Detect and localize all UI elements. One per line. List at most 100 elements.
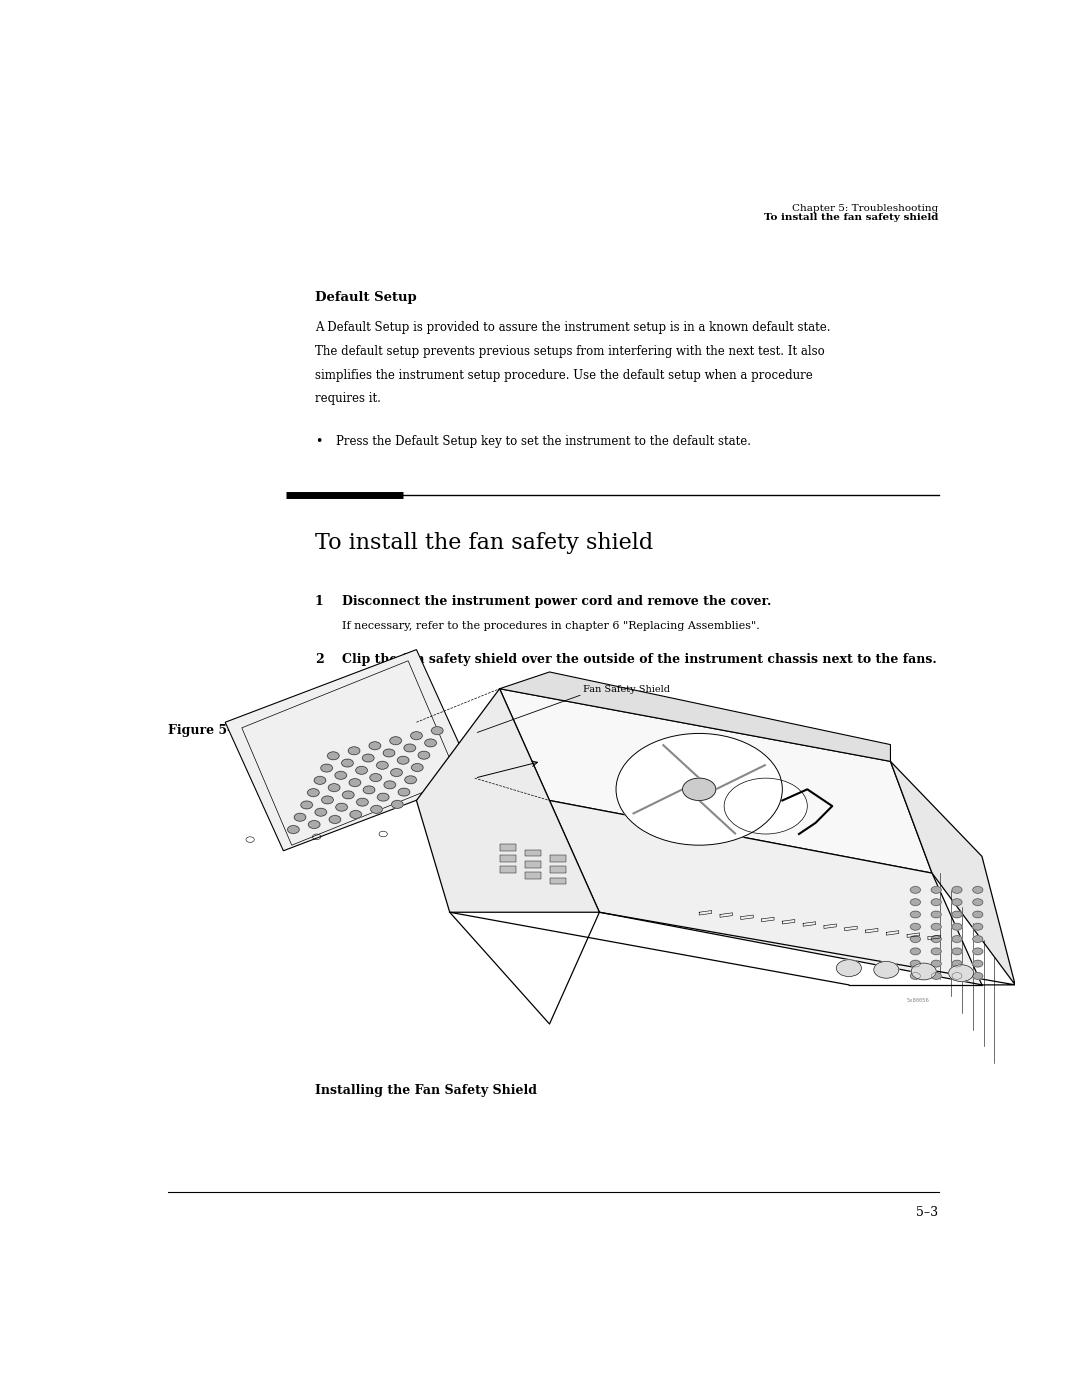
Polygon shape: [417, 689, 599, 912]
Circle shape: [973, 960, 983, 967]
Text: •: •: [315, 436, 322, 448]
Circle shape: [724, 778, 808, 834]
Text: simplifies the instrument setup procedure. Use the default setup when a procedur: simplifies the instrument setup procedur…: [315, 369, 813, 381]
Circle shape: [350, 810, 362, 819]
Circle shape: [951, 923, 962, 930]
Polygon shape: [226, 650, 475, 851]
Circle shape: [404, 745, 416, 752]
Circle shape: [377, 793, 389, 800]
Circle shape: [948, 965, 974, 982]
Circle shape: [951, 936, 962, 943]
Circle shape: [931, 972, 941, 979]
Circle shape: [363, 787, 375, 793]
Polygon shape: [500, 689, 932, 873]
Bar: [525, 861, 541, 868]
Circle shape: [912, 963, 936, 979]
Polygon shape: [500, 672, 890, 761]
Circle shape: [973, 949, 983, 954]
Circle shape: [910, 898, 920, 905]
Text: To install the fan safety shield: To install the fan safety shield: [765, 212, 939, 222]
Circle shape: [321, 764, 333, 773]
Circle shape: [836, 960, 862, 977]
Circle shape: [329, 816, 341, 823]
Text: 1: 1: [315, 595, 324, 608]
Circle shape: [391, 768, 403, 777]
Circle shape: [951, 898, 962, 905]
Text: Figure 5-1: Figure 5-1: [168, 724, 242, 736]
Circle shape: [327, 752, 339, 760]
Circle shape: [390, 736, 402, 745]
Circle shape: [973, 923, 983, 930]
Circle shape: [341, 759, 353, 767]
Circle shape: [377, 761, 388, 770]
Text: 2: 2: [315, 652, 324, 666]
Circle shape: [322, 796, 334, 803]
Circle shape: [315, 809, 326, 816]
Circle shape: [931, 949, 941, 954]
Text: Press the Default Setup key to set the instrument to the default state.: Press the Default Setup key to set the i…: [336, 436, 751, 448]
Text: To install the fan safety shield: To install the fan safety shield: [315, 532, 653, 555]
Bar: [550, 855, 566, 862]
Circle shape: [301, 800, 312, 809]
Circle shape: [931, 887, 941, 893]
Circle shape: [314, 777, 326, 784]
Circle shape: [931, 936, 941, 943]
Circle shape: [308, 789, 320, 796]
Text: Fan Safety Shield: Fan Safety Shield: [583, 686, 670, 694]
Circle shape: [951, 949, 962, 954]
Circle shape: [411, 764, 423, 771]
Text: Chapter 5: Troubleshooting: Chapter 5: Troubleshooting: [793, 204, 939, 214]
Circle shape: [287, 826, 299, 834]
Circle shape: [356, 798, 368, 806]
Circle shape: [369, 774, 381, 781]
Bar: [525, 849, 541, 856]
Circle shape: [910, 960, 920, 967]
Circle shape: [349, 778, 361, 787]
Circle shape: [910, 923, 920, 930]
Text: Default Setup: Default Setup: [315, 292, 417, 305]
Polygon shape: [550, 800, 982, 985]
Circle shape: [336, 803, 348, 812]
Text: See figure 5-1.: See figure 5-1.: [341, 679, 424, 689]
Text: The default setup prevents previous setups from interfering with the next test. : The default setup prevents previous setu…: [315, 345, 825, 358]
Text: Clip the fan safety shield over the outside of the instrument chassis next to th: Clip the fan safety shield over the outs…: [341, 652, 936, 666]
Bar: [525, 872, 541, 879]
Circle shape: [973, 898, 983, 905]
Text: 5–3: 5–3: [917, 1206, 939, 1218]
Circle shape: [399, 788, 409, 796]
Circle shape: [328, 784, 340, 792]
Circle shape: [335, 771, 347, 780]
Polygon shape: [890, 761, 1015, 985]
Text: 5x80056: 5x80056: [907, 997, 930, 1003]
Bar: [550, 866, 566, 873]
Circle shape: [369, 742, 380, 750]
Bar: [500, 855, 516, 862]
Circle shape: [392, 800, 403, 809]
Text: A Default Setup is provided to assure the instrument setup is in a known default: A Default Setup is provided to assure th…: [315, 321, 831, 334]
Circle shape: [294, 813, 306, 821]
Circle shape: [410, 732, 422, 739]
Circle shape: [384, 781, 395, 789]
Circle shape: [931, 911, 941, 918]
Circle shape: [931, 898, 941, 905]
Circle shape: [363, 754, 374, 761]
Circle shape: [309, 820, 320, 828]
Circle shape: [616, 733, 782, 845]
Circle shape: [951, 960, 962, 967]
Circle shape: [405, 775, 417, 784]
Circle shape: [910, 887, 920, 893]
Circle shape: [973, 936, 983, 943]
Text: Disconnect the instrument power cord and remove the cover.: Disconnect the instrument power cord and…: [341, 595, 771, 608]
Circle shape: [431, 726, 443, 735]
Circle shape: [342, 791, 354, 799]
Circle shape: [683, 778, 716, 800]
Text: requires it.: requires it.: [315, 393, 381, 405]
Circle shape: [910, 949, 920, 954]
Bar: [500, 844, 516, 851]
Circle shape: [973, 911, 983, 918]
Circle shape: [910, 972, 920, 979]
Circle shape: [370, 806, 382, 813]
Circle shape: [951, 887, 962, 893]
Circle shape: [348, 747, 360, 754]
Circle shape: [418, 752, 430, 759]
